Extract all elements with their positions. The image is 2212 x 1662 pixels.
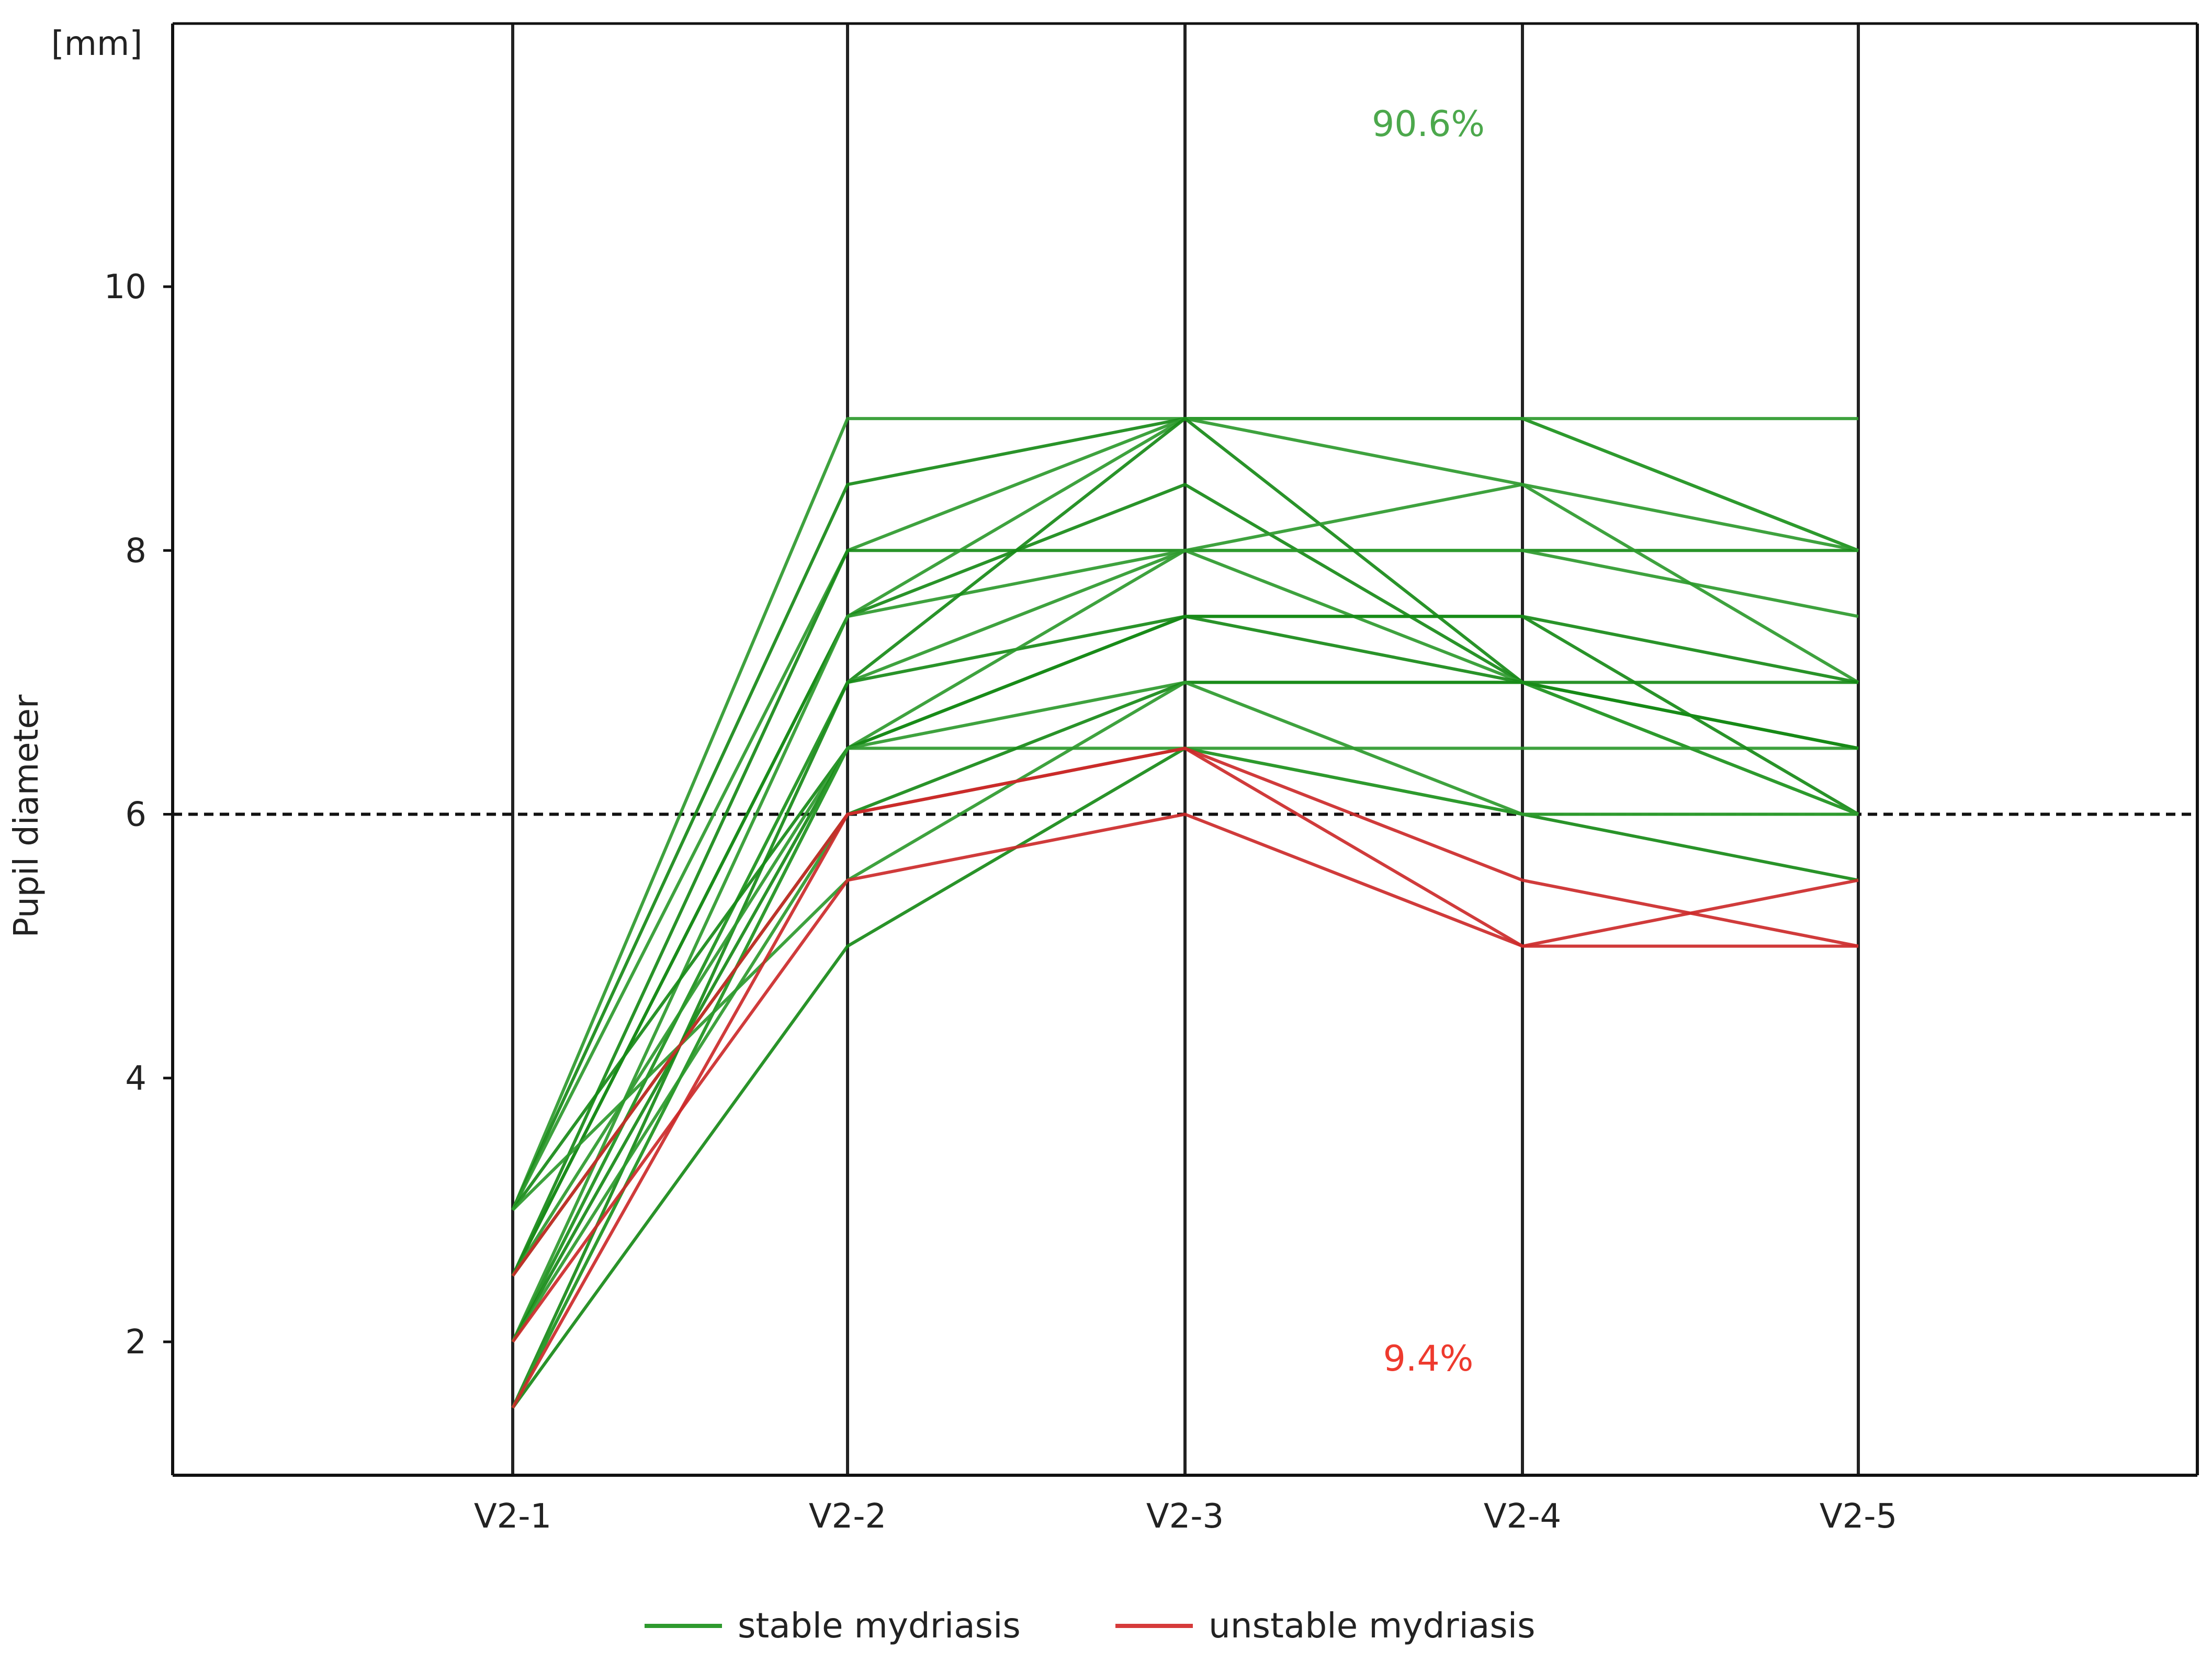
y-tick-label-6: 6 [125, 796, 146, 834]
y-axis-ticks: 2 4 6 8 10 [104, 268, 173, 1362]
y-tick-label-4: 4 [125, 1059, 146, 1098]
data-series [511, 417, 1859, 1409]
x-tick-label-v2-2: V2-2 [809, 1497, 886, 1536]
x-tick-label-v2-5: V2-5 [1820, 1497, 1897, 1536]
unstable-series-line-21 [511, 812, 1859, 1343]
legend-stable-label: stable mydriasis [738, 1606, 1021, 1646]
y-tick-label-2: 2 [125, 1323, 146, 1362]
y-tick-label-8: 8 [125, 532, 146, 570]
legend: stable mydriasis unstable mydriasis [645, 1606, 1535, 1646]
x-tick-label-v2-4: V2-4 [1484, 1497, 1561, 1536]
x-tick-label-v2-3: V2-3 [1146, 1497, 1224, 1536]
x-axis-ticks: V2-1 V2-2 V2-3 V2-4 V2-5 [474, 1497, 1897, 1536]
y-axis-unit: [mm] [51, 25, 143, 63]
stable-percentage-label: 90.6% [1372, 104, 1485, 145]
legend-unstable-label: unstable mydriasis [1209, 1606, 1535, 1646]
x-tick-label-v2-1: V2-1 [474, 1497, 551, 1536]
y-axis-title: Pupil diameter [7, 694, 46, 937]
unstable-percentage-label: 9.4% [1383, 1338, 1474, 1380]
y-tick-label-10: 10 [104, 268, 146, 307]
plot-frame [171, 22, 2199, 1477]
stable-series-line-14 [511, 615, 1859, 1343]
unstable-series-line-22 [511, 747, 1859, 1409]
